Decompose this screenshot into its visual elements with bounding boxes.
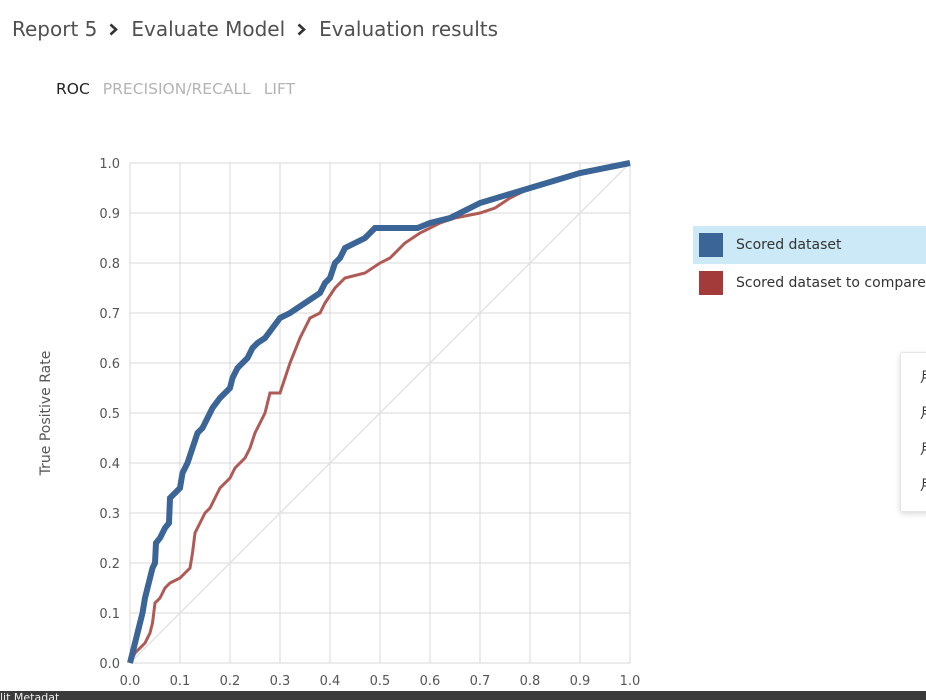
x-tick-label: 0.2 xyxy=(220,674,241,689)
x-tick-label: 0.3 xyxy=(270,674,291,689)
bottom-toolbar-strip: lit Metadat xyxy=(0,691,926,700)
legend-item-scored-dataset-to-compare[interactable]: Scored dataset to compare xyxy=(693,264,926,302)
y-tick-label: 0.5 xyxy=(99,407,120,422)
bottom-strip-label: lit Metadat xyxy=(0,691,60,700)
tab-precision-recall[interactable]: PRECISION/RECALL xyxy=(102,80,251,98)
breadcrumb-item-evaluation-results: Evaluation results xyxy=(319,17,499,41)
y-tick-label: 0.6 xyxy=(99,357,120,372)
tab-lift[interactable]: LIFT xyxy=(263,80,296,98)
x-tick-label: 0.4 xyxy=(320,674,341,689)
x-tick-label: 1.0 xyxy=(620,674,641,689)
x-tick-label: 0.5 xyxy=(370,674,391,689)
x-tick-label: 0.6 xyxy=(420,674,441,689)
y-axis-label: True Positive Rate xyxy=(38,351,54,477)
chart-tabs: ROC PRECISION/RECALL LIFT xyxy=(56,80,308,98)
breadcrumb-item-evaluate-model[interactable]: Evaluate Model xyxy=(131,17,286,41)
diagonal-reference-line xyxy=(129,162,631,664)
legend-swatch-scored-dataset-to-compare xyxy=(699,271,723,295)
legend-label-scored-dataset-to-compare: Scored dataset to compare xyxy=(736,275,926,291)
y-tick-label: 0.4 xyxy=(99,457,120,472)
side-panel-glyph[interactable]: 月 xyxy=(920,370,926,386)
series-line-scored-dataset xyxy=(127,160,631,664)
x-tick-label: 0.8 xyxy=(520,674,541,689)
chevron-right-icon xyxy=(297,23,307,36)
legend-label-scored-dataset: Scored dataset xyxy=(736,237,842,253)
side-panel-glyph[interactable]: 月 xyxy=(920,442,926,458)
x-tick-label: 0.0 xyxy=(120,674,141,689)
y-tick-label: 0.2 xyxy=(99,557,120,572)
y-tick-label: 0.1 xyxy=(99,607,120,622)
y-tick-label: 0.7 xyxy=(99,307,120,322)
legend-swatch-scored-dataset xyxy=(699,233,723,257)
y-tick-label: 1.0 xyxy=(99,157,120,172)
breadcrumb: Report 5 Evaluate Model Evaluation resul… xyxy=(12,17,498,41)
x-tick-label: 0.9 xyxy=(570,674,591,689)
side-panel-glyph[interactable]: 月 xyxy=(920,478,926,494)
y-tick-label: 0.9 xyxy=(99,207,120,222)
y-tick-label: 0.8 xyxy=(99,257,120,272)
x-tick-label: 0.7 xyxy=(470,674,491,689)
legend-item-scored-dataset[interactable]: Scored dataset xyxy=(693,226,926,264)
breadcrumb-item-report[interactable]: Report 5 xyxy=(12,17,98,41)
side-panel-glyph[interactable]: 月 xyxy=(920,406,926,422)
chart-legend: Scored dataset Scored dataset to compare xyxy=(693,226,926,302)
side-context-panel: 月 月 月 月 xyxy=(900,352,926,512)
tab-roc[interactable]: ROC xyxy=(56,80,90,98)
y-tick-label: 0.0 xyxy=(99,657,120,672)
x-tick-label: 0.1 xyxy=(170,674,191,689)
y-tick-label: 0.3 xyxy=(99,507,120,522)
chevron-right-icon xyxy=(109,23,119,36)
